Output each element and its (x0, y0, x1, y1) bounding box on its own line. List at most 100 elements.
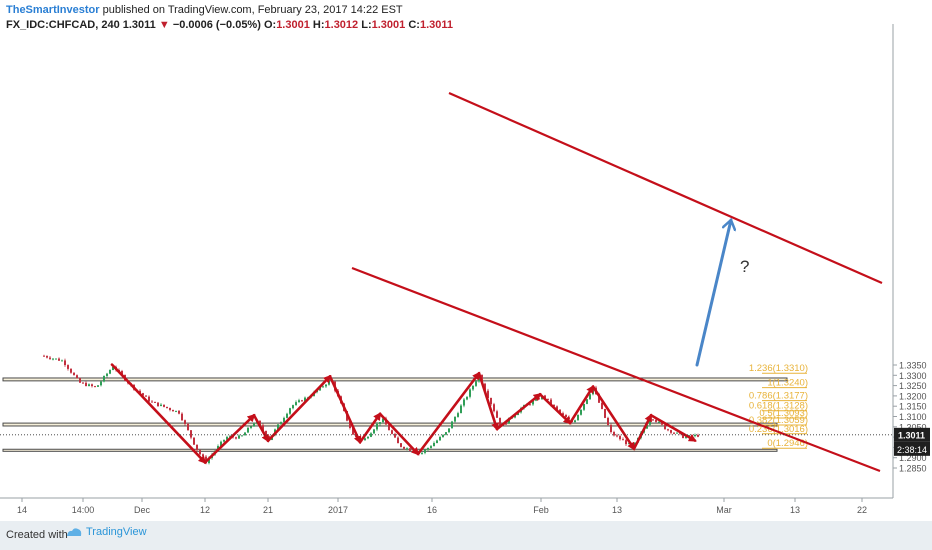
channel-upper-line (448, 91, 883, 285)
candle-body (409, 448, 411, 451)
candle-body (598, 394, 600, 403)
candle-body (373, 429, 375, 434)
y-tick-label: 1.3150 (899, 402, 927, 412)
fib-level-label: 0.5(1.3093) (759, 408, 808, 419)
candle-body (208, 458, 210, 464)
last-price: 1.3011 (122, 19, 156, 31)
candle-body (106, 373, 108, 376)
candle-body (604, 408, 606, 418)
last-price-axis-label: 1.3011 (898, 430, 925, 440)
candle-body (379, 422, 381, 424)
y-tick-label: 1.3050 (899, 422, 927, 432)
candle-body (304, 397, 306, 402)
fib-level-label: 1.236(1.3310) (749, 363, 808, 374)
candle-body (85, 382, 87, 387)
wave-arrow (110, 363, 207, 464)
candle-body (64, 360, 66, 366)
candle-body (289, 408, 291, 414)
high-value: 1.3012 (324, 19, 359, 31)
y-tick-label: 1.2850 (899, 464, 927, 474)
wave-arrow (632, 413, 653, 451)
fib-level-label: 0.786(1.3177) (749, 391, 808, 402)
candle-body (301, 400, 303, 402)
candle-body (325, 384, 327, 387)
footer-bar: Created with TradingView (0, 521, 932, 550)
tradingview-logo-icon (67, 528, 82, 536)
candle-body (667, 429, 669, 431)
published-text: published on TradingView.com, February 2… (102, 4, 403, 16)
candle-body (112, 366, 114, 371)
candle-body (94, 386, 96, 388)
candle-body (553, 404, 555, 407)
candle-body (691, 435, 693, 437)
candle-body (430, 446, 432, 448)
x-tick-label: Dec (134, 505, 151, 515)
candle-body (88, 384, 90, 387)
candle-body (454, 416, 456, 422)
candle-body (322, 386, 324, 388)
down-triangle-icon: ▼ (158, 19, 170, 31)
candle-body (244, 432, 246, 436)
candle-body (658, 421, 660, 423)
candle-body (169, 408, 171, 410)
candle-body (499, 417, 501, 426)
candle-body (580, 409, 582, 415)
question-mark: ? (740, 257, 749, 276)
candle-body (673, 432, 675, 434)
candle-body (589, 394, 591, 400)
countdown-label: 2:38:14 (897, 445, 927, 455)
wave-arrow (495, 392, 542, 431)
author-name[interactable]: TheSmartInvestor (6, 4, 100, 16)
candle-body (652, 419, 654, 421)
candle-body (67, 365, 69, 369)
candle-body (262, 425, 264, 431)
x-tick-label: 14:00 (72, 505, 95, 515)
candle-body (547, 398, 549, 400)
candle-body (46, 356, 48, 358)
open-value: 1.3001 (276, 19, 310, 31)
sr-zone (2, 377, 788, 382)
candle-body (160, 404, 162, 407)
candle-body (622, 439, 624, 441)
candle-body (238, 435, 240, 439)
candle-body (223, 439, 225, 442)
candle-body (196, 444, 198, 451)
candle-body (349, 420, 351, 428)
candle-body (295, 402, 297, 406)
y-tick-label: 1.2900 (899, 453, 927, 463)
x-tick-label: Feb (533, 505, 549, 515)
candle-body (421, 452, 423, 454)
close-label: C: (408, 19, 420, 31)
candle-body (559, 409, 561, 414)
candle-body (583, 403, 585, 410)
candle-body (532, 400, 534, 405)
candle-body (403, 446, 405, 449)
candle-body (97, 385, 99, 387)
candle-body (460, 405, 462, 414)
candle-body (496, 411, 498, 418)
last-price-box (894, 427, 930, 442)
wave-arrow (477, 371, 499, 431)
chart-header: TheSmartInvestor published on TradingVie… (6, 3, 453, 33)
tradingview-brand[interactable]: TradingView (66, 526, 147, 538)
candle-body (109, 370, 111, 374)
close-value: 1.3011 (419, 19, 453, 31)
y-tick-label: 1.3200 (899, 391, 927, 401)
candle-body (646, 424, 648, 429)
candle-body (286, 413, 288, 418)
candle-body (364, 438, 366, 441)
candle-body (79, 378, 81, 383)
candle-body (562, 413, 564, 415)
fib-level-label: 0.236(1.3016) (749, 424, 808, 435)
wave-arrow (328, 375, 362, 445)
candle-body (472, 385, 474, 390)
candle-body (178, 410, 180, 414)
candle-body (154, 401, 156, 403)
wave-arrow (203, 413, 256, 464)
candle-body (484, 383, 486, 391)
candle-body (184, 420, 186, 424)
candle-body (100, 381, 102, 386)
wave-arrow (538, 392, 572, 425)
candle-body (391, 430, 393, 434)
